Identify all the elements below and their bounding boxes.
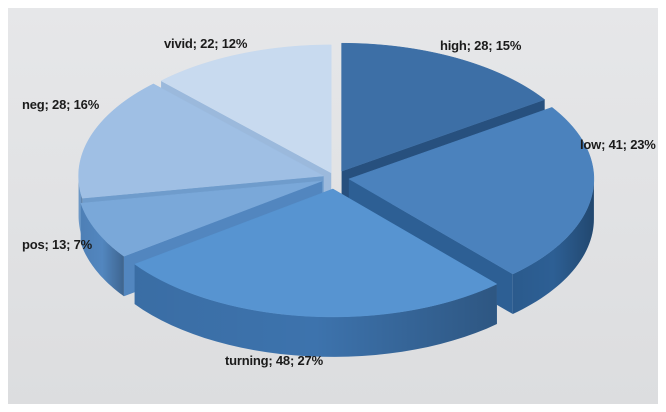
slice-label-pos: pos; 13; 7% — [22, 237, 93, 252]
slice-low-side-shade — [512, 178, 594, 315]
slice-label-high: high; 28; 15% — [440, 38, 522, 53]
slice-pos — [80, 180, 323, 257]
slice-label-low: low; 41; 23% — [580, 137, 656, 152]
slice-turning-side-shade — [134, 264, 497, 357]
slice-turning — [134, 188, 498, 318]
slice-high — [341, 42, 546, 172]
slice-pos-side-shade — [80, 203, 124, 297]
slice-label-turning: turning; 48; 27% — [225, 353, 323, 368]
slice-label-vivid: vivid; 22; 12% — [164, 36, 248, 51]
pie-tops — [78, 42, 595, 318]
slice-vivid — [160, 44, 332, 174]
slice-label-neg: neg; 28; 16% — [22, 97, 100, 112]
slice-neg — [78, 83, 325, 199]
slice-low — [348, 107, 595, 275]
